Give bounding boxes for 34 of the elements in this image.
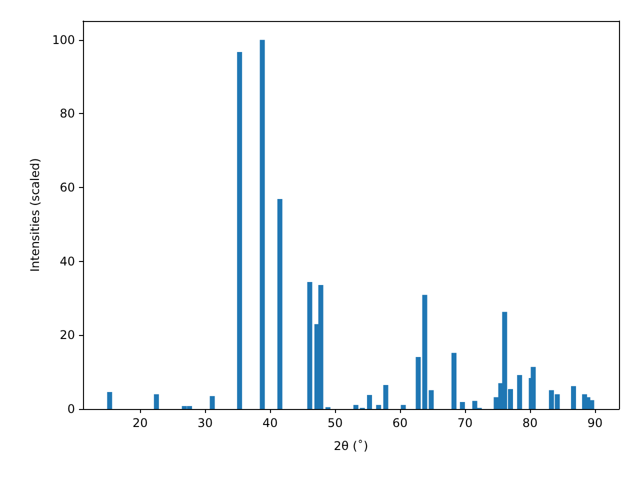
x-tick-label: 30 <box>198 416 213 430</box>
bar <box>318 284 324 409</box>
x-tick-label: 80 <box>522 416 538 430</box>
y-axis-title: Intensities (scaled) <box>28 158 42 272</box>
bar <box>260 40 265 409</box>
bar <box>307 282 312 409</box>
bar <box>277 198 282 409</box>
y-tick-label: 60 <box>60 180 75 194</box>
x-tick-label: 50 <box>327 416 343 430</box>
y-tick-label: 0 <box>67 402 75 416</box>
bar <box>517 375 522 409</box>
x-tick-label: 40 <box>262 416 278 430</box>
bar <box>530 366 536 409</box>
x-tick-label: 20 <box>132 416 148 430</box>
y-tick-label: 40 <box>60 254 75 268</box>
bar <box>154 394 159 409</box>
bar <box>451 352 456 409</box>
bar <box>571 386 576 409</box>
x-tick-label: 90 <box>587 416 603 430</box>
bar <box>589 400 594 409</box>
bar <box>367 394 372 409</box>
y-tick-label: 100 <box>52 32 75 47</box>
bar <box>376 404 382 409</box>
x-tick-label: 60 <box>392 416 408 430</box>
y-tick-label: 20 <box>60 328 75 342</box>
y-tick-label: 80 <box>60 106 75 121</box>
bar <box>400 404 406 409</box>
bar <box>210 396 215 409</box>
bar <box>237 52 242 409</box>
bar <box>383 385 388 409</box>
bar <box>107 392 112 409</box>
bar <box>460 402 465 409</box>
x-tick-label: 70 <box>457 416 473 430</box>
x-axis-title: 2θ (∘) <box>334 436 368 453</box>
